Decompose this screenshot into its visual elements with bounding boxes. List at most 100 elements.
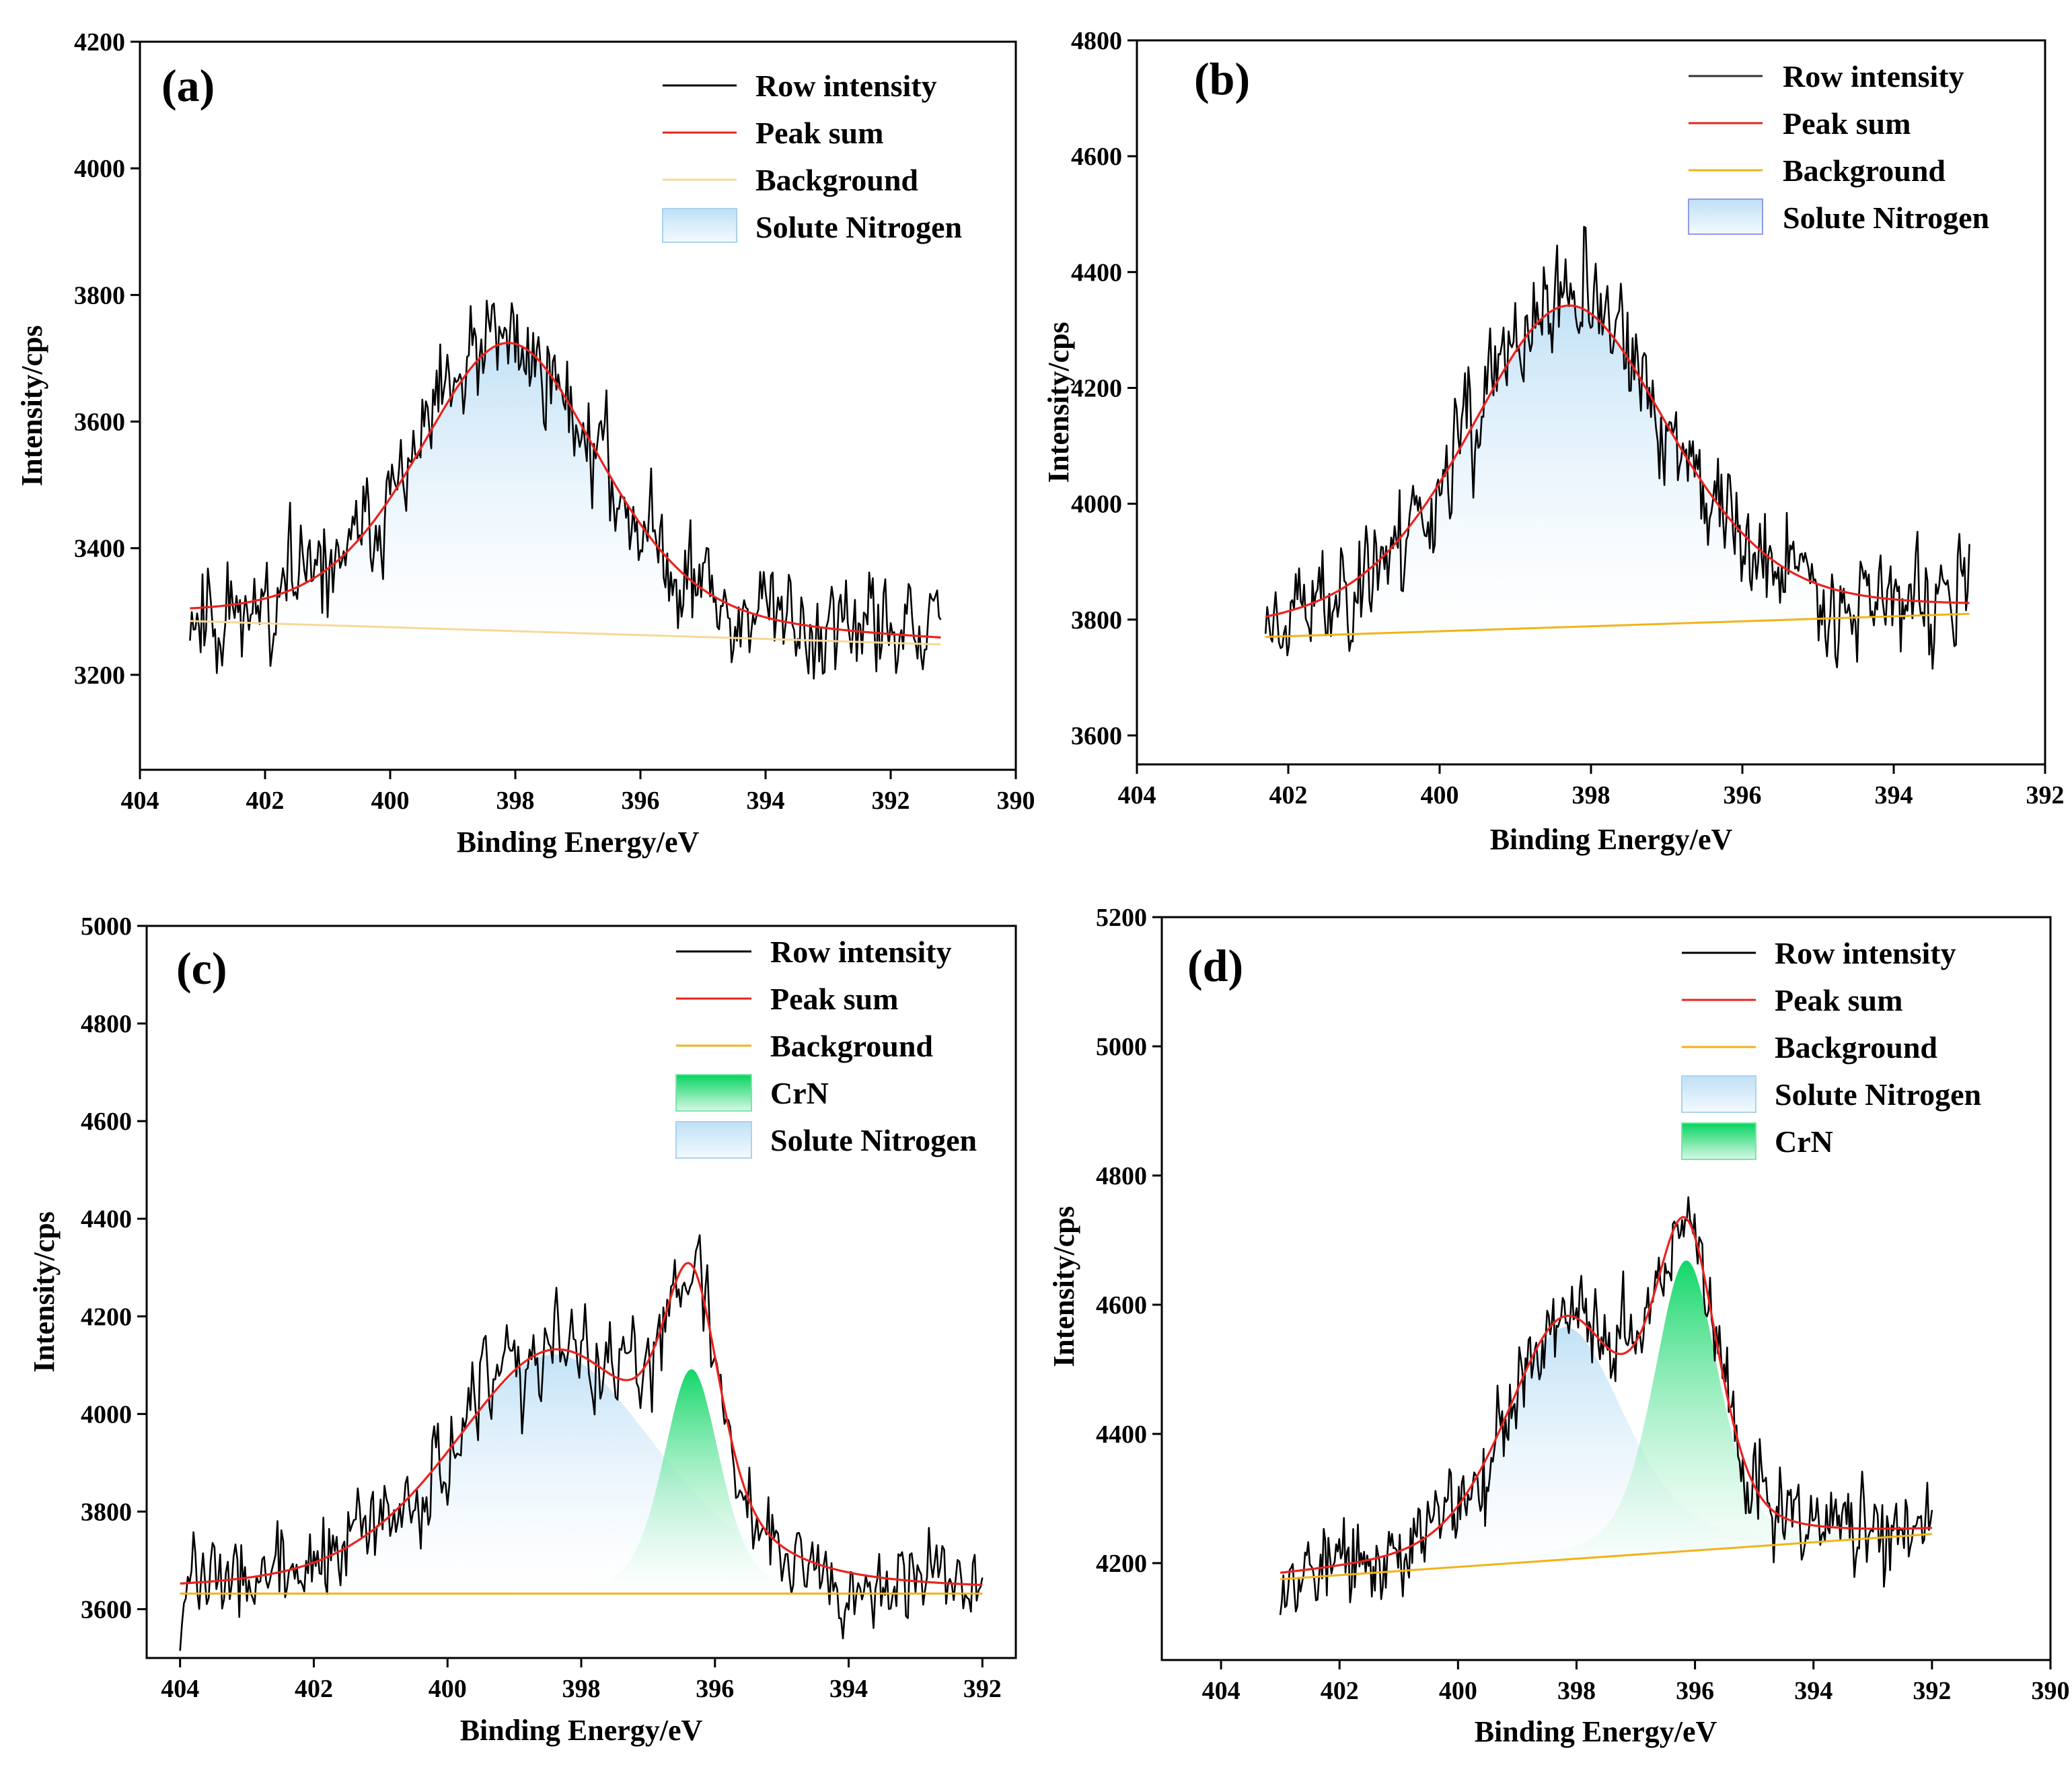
x-tick-label: 396 xyxy=(1676,1677,1714,1705)
x-tick-label: 402 xyxy=(246,787,285,815)
legend-solute-swatch xyxy=(1681,1075,1756,1113)
y-ticks: 3600 3800 4000 4200 4400 4600 4800 xyxy=(1071,27,1137,750)
legend-raw-label: Row intensity xyxy=(1775,936,1956,970)
y-axis-title: Intensity/cps xyxy=(1042,322,1075,483)
y-tick-label: 4600 xyxy=(1096,1291,1147,1320)
spectrum-lines xyxy=(1264,225,1970,670)
spectrum-lines xyxy=(179,1234,984,1651)
solute-nitrogen-peak-area xyxy=(1265,305,1970,637)
x-tick-label: 400 xyxy=(371,787,410,815)
y-tick-label: 4800 xyxy=(1071,27,1122,55)
x-tick-label: 398 xyxy=(496,787,535,815)
x-tick-label: 404 xyxy=(1118,781,1156,809)
x-tick-label: 402 xyxy=(295,1675,333,1703)
peak-areas xyxy=(1280,1260,1932,1579)
y-tick-label: 4800 xyxy=(1096,1162,1147,1190)
peak-sum-line xyxy=(1265,304,1970,618)
legend-crn-label: CrN xyxy=(770,1076,829,1110)
y-tick-label: 5000 xyxy=(1096,1033,1147,1061)
x-axis-title: Binding Energy/eV xyxy=(457,826,700,859)
x-tick-label: 396 xyxy=(622,787,660,815)
background-line xyxy=(190,620,941,646)
legend-sum-label: Peak sum xyxy=(770,982,898,1016)
x-tick-label: 392 xyxy=(963,1675,1002,1703)
x-ticks: 404 402 400 398 396 394 392 xyxy=(161,1658,1002,1703)
legend-bg-label: Background xyxy=(770,1029,933,1063)
y-tick-label: 4000 xyxy=(74,155,125,183)
legend-solute-label: Solute Nitrogen xyxy=(1783,201,1989,235)
x-ticks: 404 402 400 398 396 394 392 390 xyxy=(121,770,1035,815)
panel-label: (b) xyxy=(1194,53,1250,104)
x-tick-label: 402 xyxy=(1321,1677,1359,1705)
y-tick-label: 3800 xyxy=(1071,606,1122,635)
legend-bg-label: Background xyxy=(1775,1030,1937,1065)
legend-bg-label: Background xyxy=(1783,153,1946,188)
panel-b: 404 402 400 398 396 394 392 3600 3800 4000 4200 44… xyxy=(1042,27,2065,856)
y-tick-label: 4000 xyxy=(1071,491,1122,519)
legend-sum-label: Peak sum xyxy=(755,116,883,150)
spectrum-lines xyxy=(189,299,942,680)
legend-crn-label: CrN xyxy=(1775,1124,1833,1159)
background-line xyxy=(1280,1533,1932,1581)
y-axis-title: Intensity/cps xyxy=(15,325,48,486)
y-tick-label: 4400 xyxy=(1071,258,1122,287)
row-intensity-line xyxy=(179,1234,984,1651)
legend-crn-swatch xyxy=(675,1074,752,1112)
peak-sum-line xyxy=(1280,1216,1932,1574)
x-ticks: 404 402 400 398 396 394 392 390 xyxy=(1202,1660,2070,1705)
peak-sum-line xyxy=(180,1262,983,1587)
y-tick-label: 3800 xyxy=(81,1498,132,1526)
solute-nitrogen-peak-area xyxy=(1280,1327,1932,1579)
x-tick-label: 400 xyxy=(1439,1677,1477,1705)
legend-raw-label: Row intensity xyxy=(1783,59,1964,94)
legend-crn-swatch xyxy=(1681,1122,1756,1160)
y-tick-label: 4400 xyxy=(1096,1420,1147,1449)
panel-d: 404 402 400 398 396 394 392 390 4200 4400 4600 480… xyxy=(1047,904,2070,1748)
solute-nitrogen-peak-area xyxy=(190,342,941,645)
y-tick-label: 4200 xyxy=(1096,1550,1147,1578)
plot-frame xyxy=(1160,916,2052,1661)
legend-solute-label: Solute Nitrogen xyxy=(755,210,962,244)
y-tick-label: 4800 xyxy=(81,1010,132,1038)
panel-label: (a) xyxy=(161,60,215,111)
legend-solute-swatch xyxy=(662,208,737,243)
x-ticks: 404 402 400 398 396 394 392 xyxy=(1118,764,2065,809)
x-tick-label: 404 xyxy=(121,787,159,815)
peak-areas xyxy=(190,342,941,645)
x-tick-label: 398 xyxy=(1557,1677,1596,1705)
x-tick-label: 404 xyxy=(1202,1677,1241,1705)
y-ticks: 3600 3800 4000 4200 4400 4600 4800 5000 xyxy=(81,912,147,1624)
peak-areas xyxy=(1265,305,1970,637)
y-tick-label: 4200 xyxy=(74,28,125,57)
y-axis-title: Intensity/cps xyxy=(28,1211,61,1373)
y-tick-label: 4200 xyxy=(1071,374,1122,402)
y-tick-label: 3800 xyxy=(74,281,125,310)
legend-sum-label: Peak sum xyxy=(1783,106,1911,141)
y-tick-label: 3600 xyxy=(1071,722,1122,750)
x-tick-label: 390 xyxy=(2032,1677,2070,1705)
x-tick-label: 402 xyxy=(1269,781,1308,809)
legend: Row intensity Peak sum Background Solute… xyxy=(1688,59,1989,235)
legend-solute-label: Solute Nitrogen xyxy=(770,1123,977,1157)
y-tick-label: 4600 xyxy=(1071,143,1122,171)
legend-sum-label: Peak sum xyxy=(1775,983,1902,1017)
peak-areas xyxy=(180,1354,983,1594)
y-tick-label: 3600 xyxy=(81,1595,132,1624)
x-axis-title: Binding Energy/eV xyxy=(460,1714,703,1747)
y-tick-label: 5000 xyxy=(81,912,132,941)
x-tick-label: 394 xyxy=(747,787,785,815)
y-ticks: 4200 4400 4600 4800 5000 5200 xyxy=(1096,904,1162,1578)
panel-c: 404 402 400 398 396 394 392 3600 3800 4000 4200 44… xyxy=(28,912,1017,1747)
x-tick-label: 394 xyxy=(829,1675,868,1703)
y-tick-label: 3600 xyxy=(74,408,125,437)
x-tick-label: 396 xyxy=(1724,781,1762,809)
legend-solute-label: Solute Nitrogen xyxy=(1775,1077,1981,1112)
x-tick-label: 398 xyxy=(1572,781,1611,809)
spectrum-lines xyxy=(1279,1196,1933,1616)
y-tick-label: 5200 xyxy=(1096,904,1147,932)
y-axis-title: Intensity/cps xyxy=(1047,1206,1080,1367)
x-tick-label: 392 xyxy=(872,787,910,815)
background-line xyxy=(1265,612,1970,639)
y-tick-label: 3200 xyxy=(74,661,125,690)
